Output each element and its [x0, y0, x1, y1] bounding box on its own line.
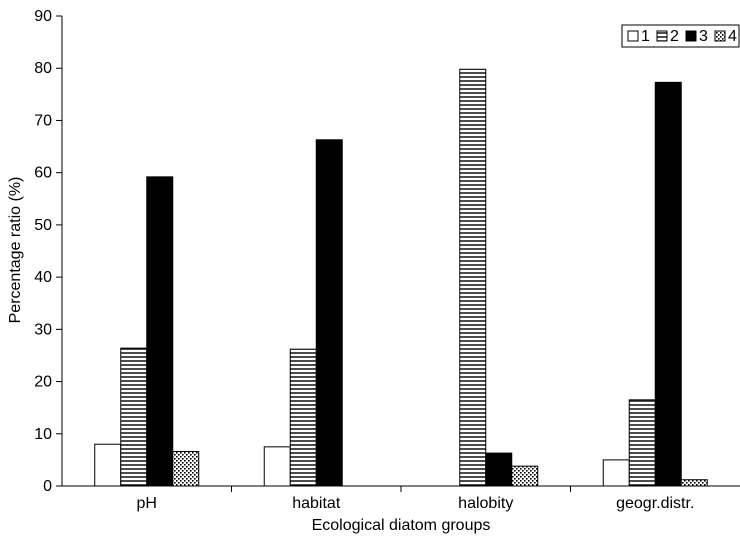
- bar-pH-series-3: [146, 176, 174, 487]
- legend-swatch-3: [685, 30, 697, 42]
- y-tick-label: 10: [34, 426, 52, 443]
- x-axis-title: Ecological diatom groups: [312, 517, 491, 534]
- legend-label-1: 1: [641, 28, 650, 45]
- legend-label-2: 2: [670, 28, 679, 45]
- x-tick-label: halobity: [458, 495, 513, 512]
- legend-box: [621, 24, 740, 48]
- bar-halobity-series-3: [485, 452, 513, 487]
- x-tick-label: pH: [137, 495, 157, 512]
- legend-swatch-1: [627, 30, 639, 42]
- y-tick-label: 30: [34, 321, 52, 338]
- bar-geogr.distr.-series-1: [602, 459, 630, 487]
- bar-geogr.distr.-series-2: [628, 399, 656, 487]
- y-tick-label: 0: [43, 478, 52, 495]
- legend-label-3: 3: [699, 28, 708, 45]
- y-tick-label: 60: [34, 165, 52, 182]
- x-tick-label: habitat: [292, 495, 341, 512]
- y-tick-label: 50: [34, 217, 52, 234]
- plot-area: 0 10 20 30 40 50 60 70 80 90 pH habitat halobity geog…: [34, 8, 740, 512]
- bar-habitat-series-2: [289, 348, 317, 487]
- bar-pH-series-4: [172, 451, 200, 487]
- bar-pH-series-1: [94, 443, 122, 487]
- bar-geogr.distr.-series-4: [680, 479, 708, 487]
- y-tick-label: 80: [34, 60, 52, 77]
- legend-label-4: 4: [728, 28, 737, 45]
- y-tick-label: 70: [34, 112, 52, 129]
- bar-pH-series-2: [120, 347, 148, 487]
- legend-swatch-4: [714, 30, 726, 42]
- legend: 1 2 3 4: [621, 24, 740, 48]
- bar-geogr.distr.-series-3: [654, 81, 682, 487]
- legend-swatch-2: [656, 30, 668, 42]
- y-axis-title: Percentage ratio (%): [7, 177, 24, 324]
- y-tick-label: 90: [34, 8, 52, 25]
- x-tick-label: geogr.distr.: [616, 495, 694, 512]
- y-tick-label: 20: [34, 374, 52, 391]
- y-tick-label: 40: [34, 269, 52, 286]
- bar-habitat-series-3: [315, 139, 343, 487]
- bar-halobity-series-2: [459, 68, 487, 487]
- bar-halobity-series-4: [511, 465, 539, 487]
- bar-habitat-series-1: [263, 446, 291, 487]
